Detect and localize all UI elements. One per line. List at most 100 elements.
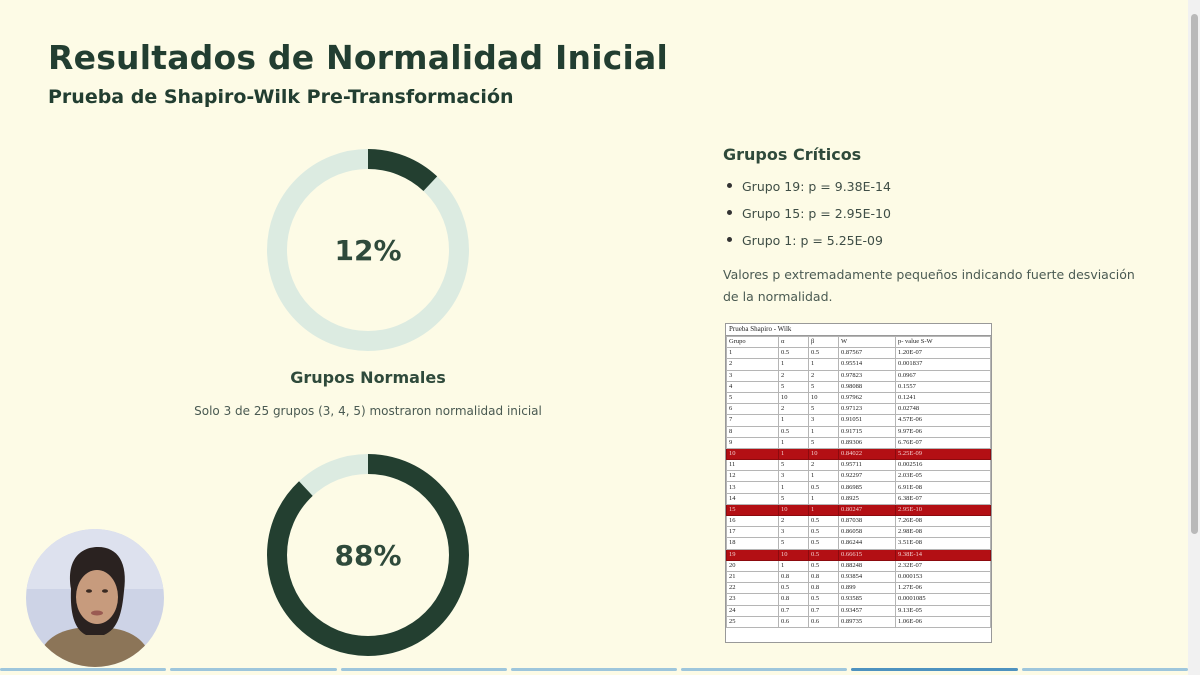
- table-cell: 0.0967: [895, 369, 991, 382]
- table-cell: 0.93854: [838, 570, 896, 584]
- table-cell: 0.0001085: [895, 593, 991, 606]
- progress-segment: [0, 668, 167, 671]
- table-cell: 10: [726, 447, 779, 461]
- table-cell: 0.002516: [895, 459, 991, 472]
- table-cell: 0.66615: [838, 548, 896, 561]
- table-cell: 0.97123: [838, 403, 896, 416]
- table-row: 20 1 0.5 0.88248 2.32E-07: [726, 559, 991, 572]
- table-cell: 0.98088: [838, 380, 896, 393]
- table-row: 1 0.5 0.5 0.87567 1.20E-07: [726, 347, 991, 360]
- table-cell: 9.13E-05: [895, 604, 991, 617]
- table-row: 23 0.8 0.5 0.93585 0.0001085: [726, 593, 991, 606]
- table-cell: 0.5: [778, 347, 809, 360]
- list-item: Grupo 15: p = 2.95E-10: [727, 205, 891, 232]
- table-row: 7 1 3 0.91051 4.57E-06: [726, 414, 991, 427]
- table-cell: 0.88248: [838, 559, 896, 572]
- table-cell: 2: [778, 403, 809, 416]
- table-cell: 0.87038: [838, 514, 896, 528]
- table-cell: 6.91E-08: [895, 481, 991, 494]
- table-cell: 1: [726, 347, 779, 360]
- table-row: 16 2 0.5 0.87038 7.26E-08: [726, 514, 991, 528]
- table-cell: 0.8: [778, 593, 809, 606]
- table-cell: 5: [808, 436, 839, 449]
- donut-fill: [267, 149, 469, 351]
- table-cell: 0.91051: [838, 414, 896, 427]
- table-row: 18 5 0.5 0.86244 3.51E-08: [726, 537, 991, 550]
- table-cell: 2.95E-10: [895, 503, 991, 517]
- table-cell: 6.38E-07: [895, 492, 991, 505]
- table-cell: 0.000153: [895, 570, 991, 584]
- progress-segment: [681, 668, 848, 671]
- table-cell: 3: [726, 369, 779, 382]
- table-cell: 0.95514: [838, 358, 896, 371]
- table-cell: 0.89735: [838, 615, 896, 628]
- table-cell: 1: [778, 414, 809, 427]
- table-cell: 0.84022: [838, 447, 896, 461]
- table-cell: 3: [808, 414, 839, 427]
- table-cell: 0.93457: [838, 604, 896, 617]
- scrollbar-thumb[interactable]: [1191, 14, 1198, 534]
- table-cell: 1: [778, 447, 809, 461]
- header-cell: α: [778, 335, 809, 349]
- donut-chart-normal: 12%: [266, 148, 470, 352]
- bullet-icon: [727, 210, 732, 215]
- table-cell: 25: [726, 615, 779, 628]
- table-cell: 3: [778, 526, 809, 539]
- table-cell: 16: [726, 514, 779, 528]
- table-cell: 0.8: [808, 570, 839, 584]
- table-cell: 1: [778, 559, 809, 572]
- table-cell: 0.02748: [895, 403, 991, 416]
- table-cell: 0.5: [808, 593, 839, 606]
- list-item: Grupo 19: p = 9.38E-14: [727, 178, 891, 205]
- table-cell: 1: [808, 492, 839, 505]
- table-cell: 0.5: [778, 425, 809, 438]
- table-cell: 1: [808, 470, 839, 483]
- donut-percent-label: 12%: [334, 233, 402, 267]
- table-cell: 10: [778, 503, 809, 517]
- table-cell: 10: [778, 391, 809, 405]
- table-cell: 6.76E-07: [895, 436, 991, 449]
- header-cell: p- value S-W: [895, 335, 991, 349]
- table-header-row: Grupo α β W p- value S-W: [726, 335, 991, 349]
- table-cell: 2: [808, 369, 839, 382]
- table-cell: 0.8925: [838, 492, 896, 505]
- table-row: 13 1 0.5 0.86985 6.91E-08: [726, 481, 991, 494]
- table-cell: 0.5: [808, 526, 839, 539]
- table-cell: 13: [726, 481, 779, 494]
- table-cell: 1.27E-06: [895, 582, 991, 595]
- table-row: 17 3 0.5 0.86058 2.98E-08: [726, 526, 991, 539]
- table-row: 2 1 1 0.95514 0.001837: [726, 358, 991, 371]
- progress-segment: [851, 668, 1018, 671]
- table-cell: 15: [726, 503, 779, 517]
- table-cell: 12: [726, 470, 779, 483]
- list-item: Grupo 1: p = 5.25E-09: [727, 232, 891, 259]
- table-cell: 18: [726, 537, 779, 550]
- table-cell: 0.1557: [895, 380, 991, 393]
- slide-progress-bar: [0, 668, 1188, 672]
- progress-segment: [340, 668, 507, 671]
- table-cell: 1: [808, 425, 839, 438]
- table-cell: 6: [726, 403, 779, 416]
- table-cell: 0.5: [808, 548, 839, 561]
- table-cell: 5: [778, 380, 809, 393]
- table-cell: 5: [726, 391, 779, 405]
- table-row: 3 2 2 0.97823 0.0967: [726, 369, 991, 382]
- table-cell: 5.25E-09: [895, 447, 991, 461]
- table-cell: 0.92297: [838, 470, 896, 483]
- table-cell: 0.86985: [838, 481, 896, 494]
- table-cell: 0.8: [778, 570, 809, 584]
- table-cell: 10: [808, 447, 839, 461]
- card-text: Solo 3 de 25 grupos (3, 4, 5) mostraron …: [194, 404, 542, 418]
- table-cell: 0.5: [808, 347, 839, 360]
- table-cell: 5: [778, 459, 809, 472]
- table-cell: 3: [778, 470, 809, 483]
- table-cell: 2.32E-07: [895, 559, 991, 572]
- note-text: Valores p extremadamente pequeños indica…: [723, 267, 1135, 304]
- table-row: 22 0.5 0.8 0.899 1.27E-06: [726, 582, 991, 595]
- table-cell: 0.93585: [838, 593, 896, 606]
- table-cell: 10: [808, 391, 839, 405]
- donut-percent-label: 88%: [334, 538, 402, 572]
- vertical-scrollbar[interactable]: [1188, 0, 1200, 675]
- progress-segment: [170, 668, 337, 671]
